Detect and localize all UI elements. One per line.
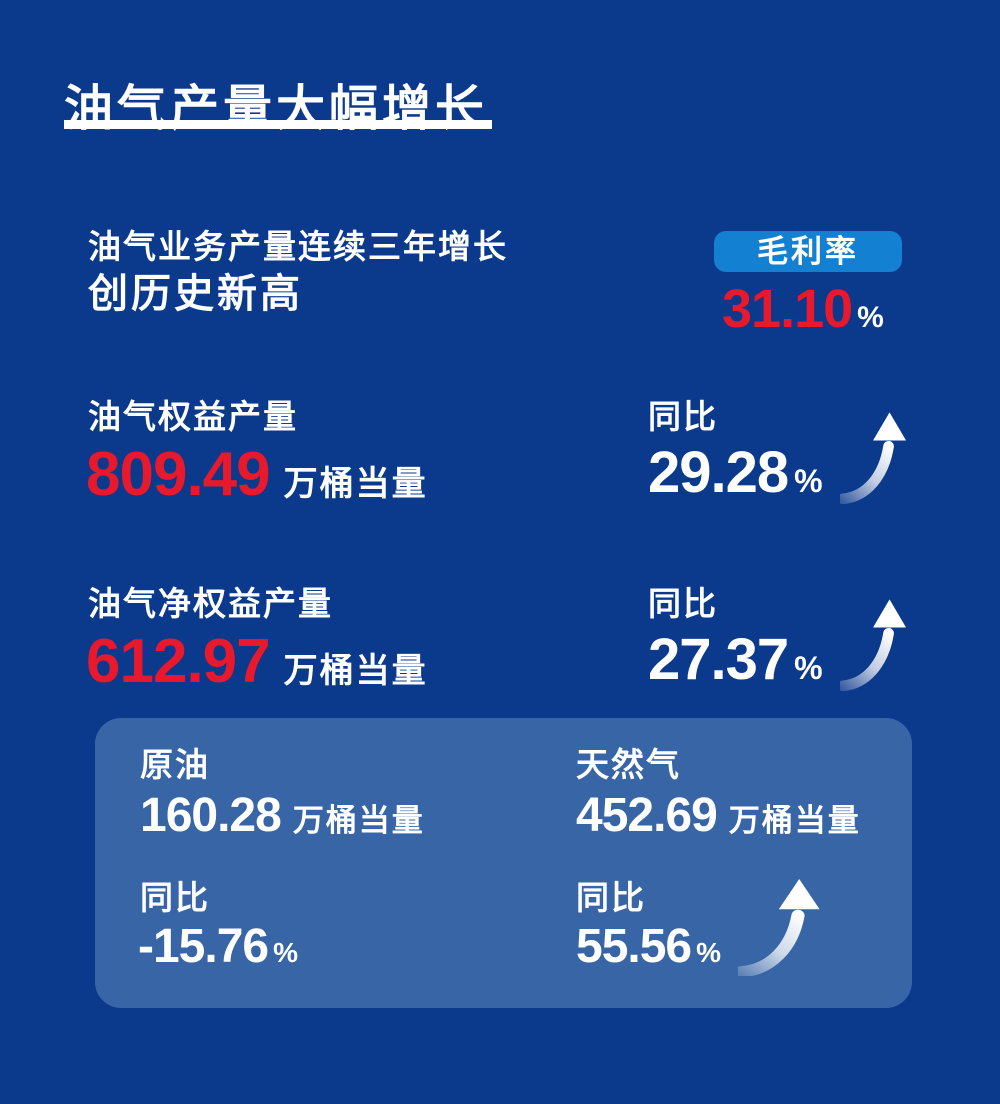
natural-gas-yoy-unit: % <box>696 937 722 968</box>
crude-oil-yoy-number: -15.76 <box>138 920 269 973</box>
stat-2-yoy-number: 27.37 <box>648 627 789 692</box>
natural-gas-yoy-label: 同比 <box>576 879 646 916</box>
stat-1-yoy-value: 29.28% <box>648 444 823 502</box>
crude-oil-value: 160.28 万桶当量 <box>140 792 425 840</box>
crude-oil-yoy-value: -15.76% <box>138 923 298 971</box>
crude-oil-yoy-label: 同比 <box>140 879 210 916</box>
crude-oil-label: 原油 <box>140 746 210 783</box>
gross-margin-value: 31.10% <box>722 282 884 336</box>
crude-oil-number: 160.28 <box>140 789 282 842</box>
stat-1-value: 809.49 万桶当量 <box>86 444 428 506</box>
natural-gas-value: 452.69 万桶当量 <box>576 792 861 840</box>
gross-margin-unit: % <box>857 301 884 334</box>
stat-1-yoy-number: 29.28 <box>648 440 789 505</box>
natural-gas-yoy-number: 55.56 <box>576 920 692 973</box>
crude-oil-yoy-unit: % <box>273 937 299 968</box>
stat-1-number: 809.49 <box>86 440 271 509</box>
stat-1-yoy-unit: % <box>794 463 823 499</box>
stat-2-unit: 万桶当量 <box>283 652 428 690</box>
natural-gas-yoy-value: 55.56% <box>576 923 721 971</box>
intro-line-1: 油气业务产量连续三年增长 <box>88 228 508 265</box>
stat-1-unit: 万桶当量 <box>283 465 428 503</box>
stat-1-yoy-label: 同比 <box>648 398 718 435</box>
stat-2-yoy-label: 同比 <box>648 585 718 622</box>
up-arrow-icon <box>738 878 822 976</box>
stat-2-value: 612.97 万桶当量 <box>86 631 428 693</box>
natural-gas-number: 452.69 <box>576 789 718 842</box>
natural-gas-label: 天然气 <box>576 746 681 783</box>
gross-margin-number: 31.10 <box>722 279 853 339</box>
intro-line-2: 创历史新高 <box>88 272 303 316</box>
crude-oil-unit: 万桶当量 <box>292 803 425 838</box>
stat-1-label: 油气权益产量 <box>88 398 298 435</box>
natural-gas-unit: 万桶当量 <box>728 803 861 838</box>
up-arrow-icon <box>840 595 908 693</box>
stat-2-number: 612.97 <box>86 627 271 696</box>
stat-2-yoy-unit: % <box>794 650 823 686</box>
stat-2-yoy-value: 27.37% <box>648 631 823 689</box>
gross-margin-badge: 毛利率 <box>714 231 902 272</box>
breakdown-panel: 原油 160.28 万桶当量 同比 -15.76% 天然气 452.69 万桶当量 … <box>95 718 912 1008</box>
stat-2-label: 油气净权益产量 <box>88 585 333 622</box>
title-underline <box>64 120 492 129</box>
up-arrow-icon <box>840 408 908 506</box>
